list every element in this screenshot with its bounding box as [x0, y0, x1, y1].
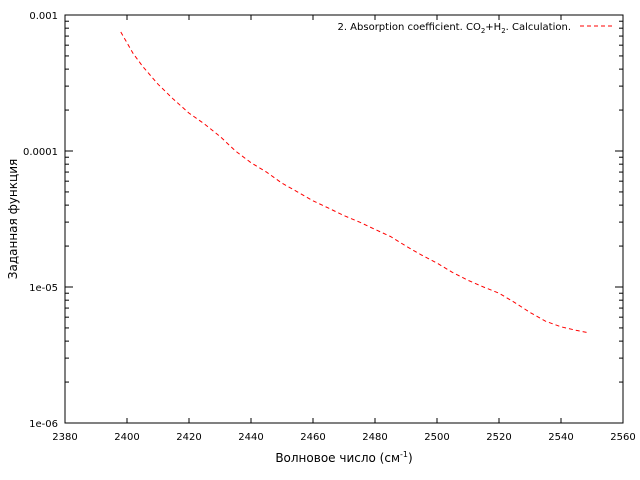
x-axis-label: Волновое число (см-1) [275, 450, 412, 465]
x-tick-label: 2380 [52, 432, 77, 443]
legend: 2. Absorption coefficient. CO2+H2. Calcu… [337, 22, 614, 35]
x-axis: 2380 2400 2420 2440 2460 2480 2500 2520 2540 2560 [52, 15, 636, 443]
x-tick-label: 2440 [238, 432, 263, 443]
legend-sub-2: 2 [501, 27, 505, 35]
legend-part-2: +H [485, 22, 501, 33]
x-tick-label: 2400 [114, 432, 139, 443]
x-tick-label: 2520 [486, 432, 511, 443]
y-axis: 1e-06 1e-05 0.0001 0.001 [23, 11, 623, 430]
legend-part-3: . Calculation. [506, 22, 571, 33]
x-axis-label-tail: ) [408, 451, 413, 465]
x-tick-label: 2460 [300, 432, 325, 443]
y-tick-label: 1e-05 [29, 283, 58, 294]
x-axis-label-sup: -1 [400, 450, 408, 459]
x-tick-label: 2480 [362, 432, 387, 443]
series-line [120, 31, 589, 334]
x-axis-label-main: Волновое число (см [275, 451, 400, 465]
series-layer [120, 31, 589, 334]
y-axis-label: Заданная функция [6, 159, 20, 279]
legend-part-1: 2. Absorption coefficient. CO [337, 22, 480, 33]
legend-sub-1: 2 [481, 27, 485, 35]
y-tick-label: 1e-06 [29, 419, 58, 430]
legend-label: 2. Absorption coefficient. CO2+H2. Calcu… [337, 22, 571, 35]
x-tick-label: 2500 [424, 432, 449, 443]
plot-frame [64, 14, 624, 424]
y-tick-label: 0.001 [29, 11, 58, 22]
x-tick-label: 2560 [610, 432, 635, 443]
y-tick-label: 0.0001 [23, 147, 58, 158]
x-tick-label: 2420 [176, 432, 201, 443]
x-tick-label: 2540 [548, 432, 573, 443]
